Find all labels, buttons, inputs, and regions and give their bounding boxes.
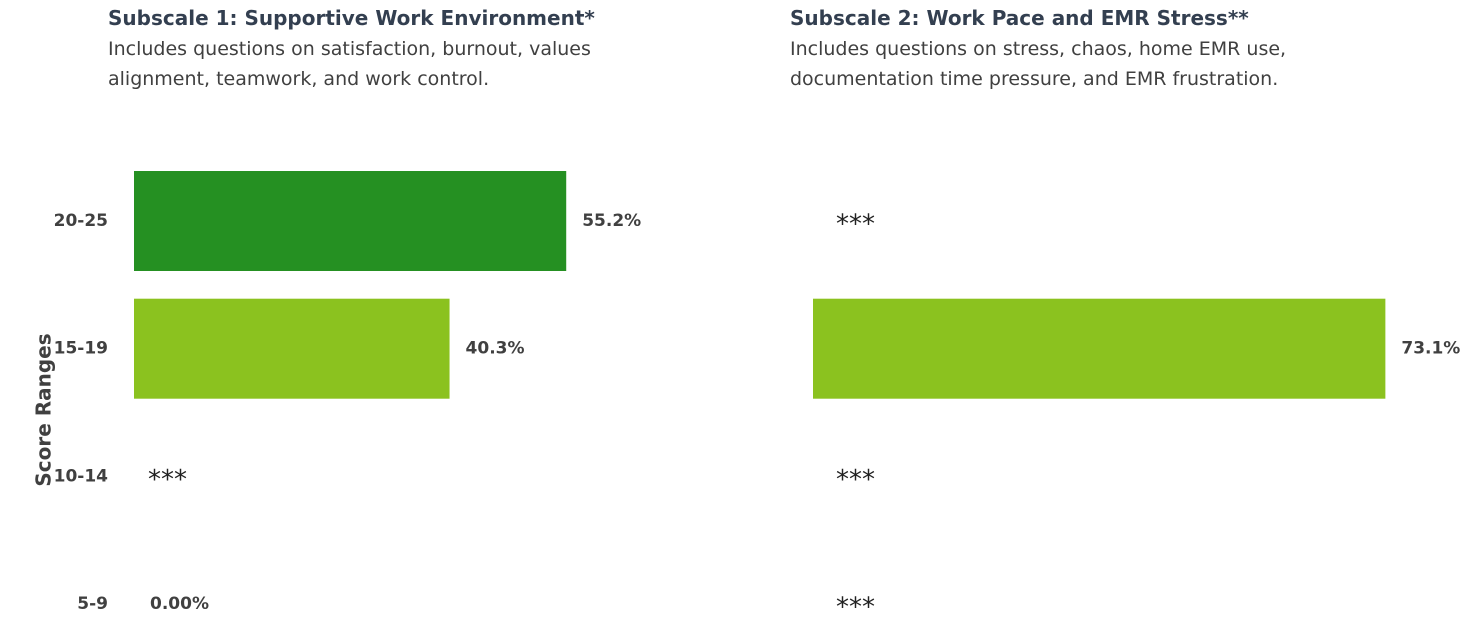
value-label: 73.1% [1401, 339, 1460, 359]
bar [134, 171, 567, 271]
y-tick-label: 10-14 [54, 466, 109, 486]
chart-title: Subscale 1: Supportive Work Environment* [108, 6, 595, 30]
value-label: 0.00% [150, 594, 209, 614]
y-tick-label: 5-9 [77, 594, 108, 614]
value-label: *** [836, 465, 875, 495]
value-label: 40.3% [466, 339, 525, 359]
y-tick-label: 20-25 [54, 211, 108, 231]
bar [813, 298, 1386, 399]
chart-header: Subscale 2: Work Pace and EMR Stress** I… [790, 6, 1430, 94]
y-axis-label: Score Ranges [32, 333, 56, 486]
value-label: *** [836, 593, 875, 619]
chart-subtitle: Includes questions on satisfaction, burn… [108, 38, 591, 90]
y-tick-label: 15-19 [54, 339, 108, 359]
chart-header: Subscale 1: Supportive Work Environment*… [108, 6, 698, 94]
value-label: *** [148, 465, 187, 495]
chart-subtitle: Includes questions on stress, chaos, hom… [790, 38, 1287, 90]
bar [134, 298, 450, 399]
value-label: *** [836, 210, 875, 240]
value-label: 55.2% [582, 211, 641, 231]
chart-title: Subscale 2: Work Pace and EMR Stress** [790, 6, 1249, 30]
